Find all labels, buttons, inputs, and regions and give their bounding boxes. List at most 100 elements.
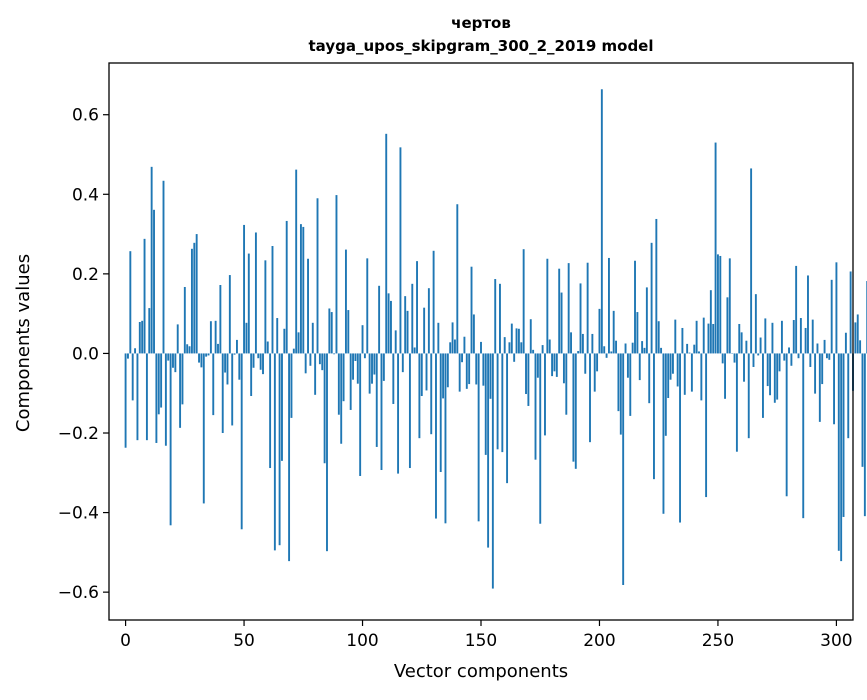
bar-component-58	[262, 353, 264, 374]
bar-component-158	[499, 284, 501, 354]
bar-component-219	[644, 348, 646, 354]
bar-component-220	[646, 287, 648, 353]
bar-component-261	[743, 353, 745, 381]
bar-component-126	[423, 308, 425, 354]
bar-component-57	[260, 353, 262, 369]
bar-component-78	[309, 353, 311, 365]
bar-component-303	[843, 353, 845, 517]
bar-component-201	[601, 89, 603, 353]
bar-component-178	[546, 259, 548, 354]
x-tick-label: 0	[120, 631, 131, 651]
y-tick-label: −0.4	[58, 504, 99, 524]
bar-component-55	[255, 232, 257, 353]
bar-component-69	[288, 353, 290, 561]
bar-component-14	[158, 353, 160, 414]
bar-component-190	[575, 353, 577, 468]
bar-component-70	[291, 353, 293, 417]
bar-component-111	[388, 293, 390, 353]
bar-component-99	[359, 353, 361, 476]
bar-component-237	[686, 344, 688, 354]
bar-component-265	[753, 353, 755, 367]
bar-component-50	[243, 225, 245, 354]
bar-component-13	[155, 353, 157, 443]
bar-component-76	[305, 353, 307, 373]
bar-component-30	[196, 234, 198, 353]
bar-component-163	[511, 324, 513, 354]
bar-component-54	[253, 353, 255, 367]
bar-component-223	[653, 353, 655, 479]
bar-component-157	[497, 353, 499, 449]
bar-component-154	[490, 353, 492, 398]
bar-component-82	[319, 353, 321, 364]
bar-component-204	[608, 258, 610, 353]
bar-component-67	[283, 329, 285, 354]
bar-component-47	[236, 340, 238, 354]
bar-component-112	[390, 301, 392, 354]
bar-component-254	[726, 297, 728, 353]
bar-component-235	[681, 328, 683, 353]
bar-component-25	[184, 287, 186, 353]
bar-component-130	[433, 251, 435, 354]
bar-component-43	[227, 353, 229, 384]
bar-component-80	[314, 353, 316, 394]
bar-component-87	[331, 312, 333, 353]
x-tick-label: 150	[465, 631, 497, 651]
bar-component-162	[508, 342, 510, 353]
bar-component-110	[385, 134, 387, 354]
bar-component-238	[689, 353, 691, 354]
bar-series	[125, 89, 867, 588]
bar-component-279	[786, 353, 788, 496]
bar-component-139	[454, 340, 456, 354]
bar-component-253	[724, 353, 726, 398]
bar-component-60	[267, 342, 269, 354]
bar-component-227	[663, 353, 665, 513]
bar-component-231	[672, 353, 674, 373]
y-tick-label: 0.2	[72, 265, 99, 285]
bar-component-109	[383, 353, 385, 380]
bar-component-169	[525, 353, 527, 394]
bar-component-11	[151, 167, 153, 354]
x-tick-label: 50	[233, 631, 255, 651]
bar-component-51	[245, 323, 247, 354]
bar-component-246	[708, 324, 710, 354]
bar-component-149	[478, 353, 480, 521]
bar-component-243	[700, 353, 702, 400]
bar-component-177	[544, 353, 546, 435]
bar-component-152	[485, 353, 487, 454]
bar-component-91	[340, 353, 342, 443]
bar-component-240	[693, 345, 695, 354]
bar-component-250	[717, 254, 719, 353]
bar-component-79	[312, 323, 314, 354]
bar-component-156	[494, 279, 496, 353]
bar-component-228	[665, 353, 667, 435]
bar-component-280	[788, 347, 790, 353]
bar-component-35	[208, 353, 210, 355]
bar-component-269	[762, 353, 764, 417]
bar-component-226	[660, 348, 662, 354]
bar-component-62	[272, 246, 274, 353]
bar-component-97	[354, 353, 356, 361]
bar-component-310	[859, 340, 861, 353]
bar-component-304	[845, 333, 847, 354]
bar-component-188	[570, 332, 572, 353]
bar-component-121	[411, 284, 413, 354]
bar-component-146	[471, 267, 473, 354]
bar-component-184	[561, 293, 563, 354]
y-tick-label: −0.2	[58, 424, 99, 444]
bar-component-98	[357, 353, 359, 383]
bar-component-242	[698, 351, 700, 353]
bar-component-247	[710, 290, 712, 353]
bar-component-36	[210, 321, 212, 353]
y-tick-label: 0.0	[72, 344, 99, 364]
bar-component-274	[774, 353, 776, 402]
bar-component-305	[847, 353, 849, 438]
bar-component-194	[584, 353, 586, 373]
bar-component-117	[402, 353, 404, 372]
bar-component-56	[257, 353, 259, 358]
bar-component-28	[191, 249, 193, 354]
bar-component-241	[696, 321, 698, 354]
bar-component-125	[421, 353, 423, 396]
bar-component-127	[426, 353, 428, 390]
bar-component-258	[736, 353, 738, 451]
bar-component-86	[328, 308, 330, 353]
